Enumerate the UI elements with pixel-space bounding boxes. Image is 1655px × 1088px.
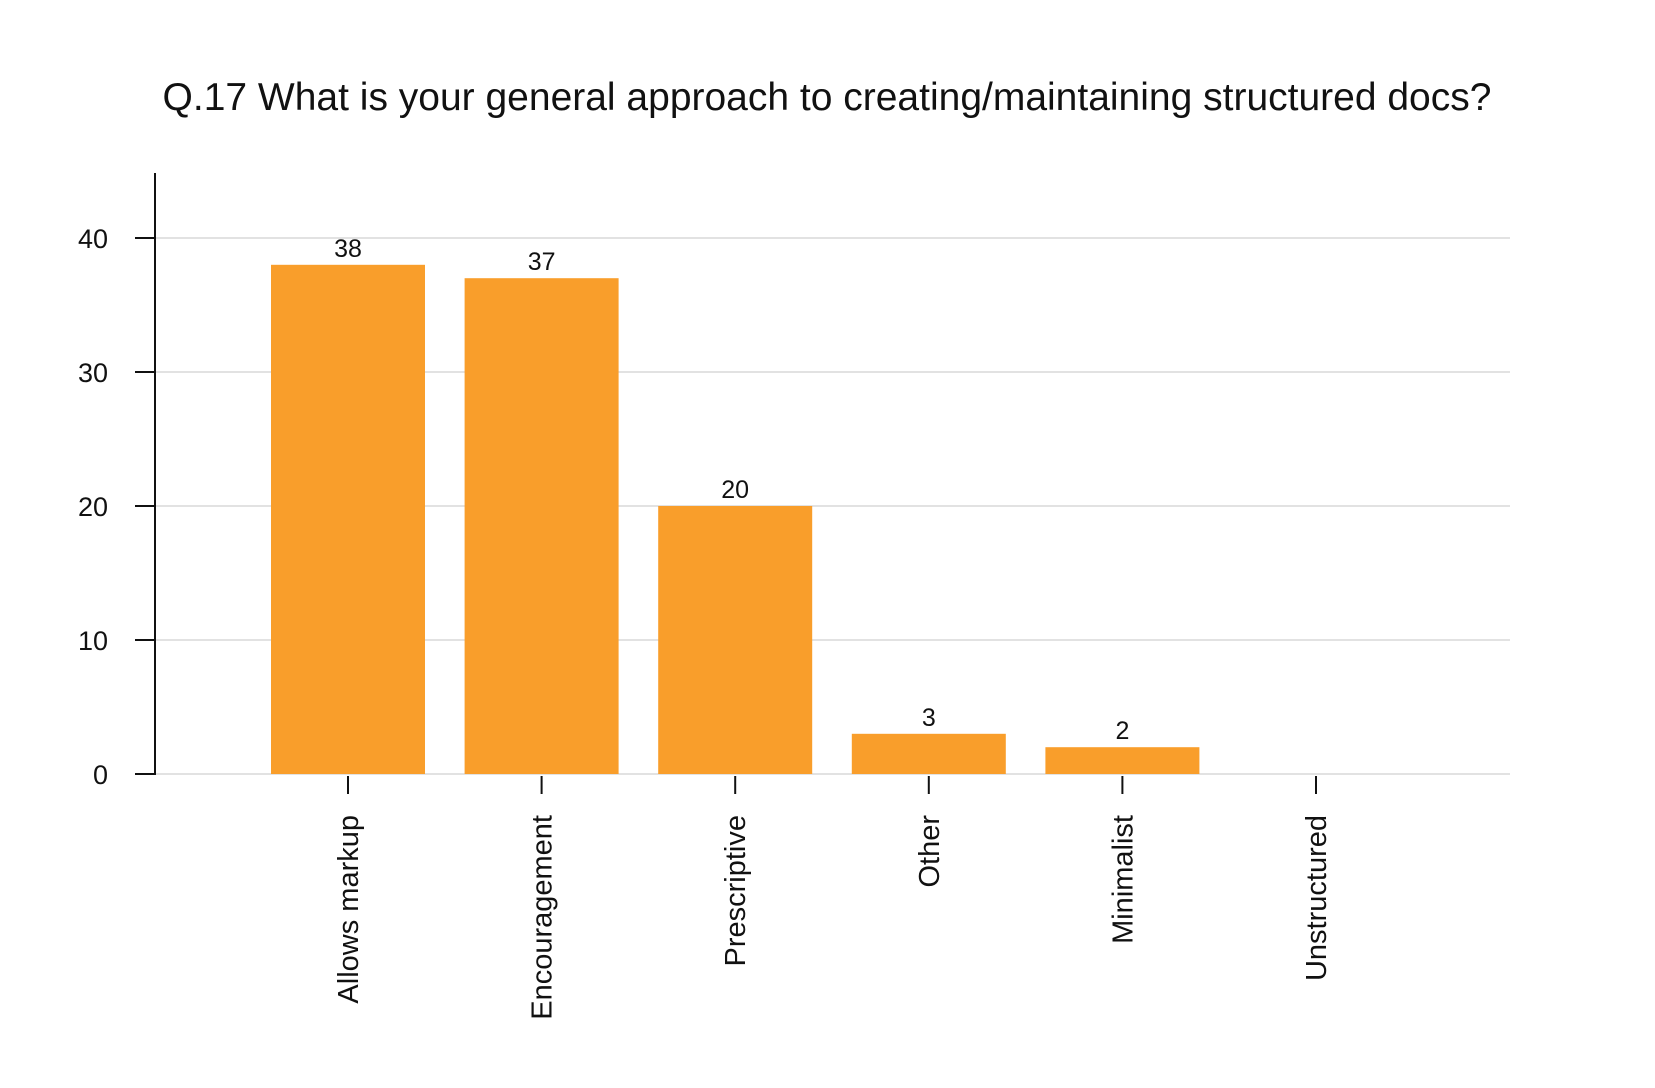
bar-encouragement	[464, 278, 619, 774]
category-label-prescriptive: Prescriptive	[720, 815, 752, 967]
chart-title: Q.17 What is your general approach to cr…	[163, 76, 1492, 119]
bar-minimalist	[1045, 747, 1200, 774]
bar-allows-markup	[271, 264, 425, 774]
y-tick-label-30: 30	[78, 358, 108, 388]
y-tick-label-40: 40	[78, 224, 108, 254]
value-label-other: 3	[922, 704, 936, 732]
category-label-encouragement: Encouragement	[527, 815, 559, 1020]
value-label-minimalist: 2	[1115, 717, 1129, 745]
category-label-minimalist: Minimalist	[1107, 815, 1139, 944]
category-label-unstructured: Unstructured	[1301, 815, 1333, 981]
category-label-other: Other	[914, 815, 946, 888]
category-label-allows-markup: Allows markup	[333, 815, 365, 1004]
y-tick-label-10: 10	[78, 626, 108, 656]
bars	[271, 264, 1200, 774]
value-label-prescriptive: 20	[721, 476, 749, 504]
y-tick-label-0: 0	[93, 760, 108, 790]
bar-prescriptive	[658, 506, 813, 774]
y-tick-label-20: 20	[78, 492, 108, 522]
bar-other	[851, 733, 1006, 774]
value-label-allows-markup: 38	[334, 235, 362, 263]
axes	[135, 173, 1317, 794]
value-label-encouragement: 37	[528, 248, 556, 276]
